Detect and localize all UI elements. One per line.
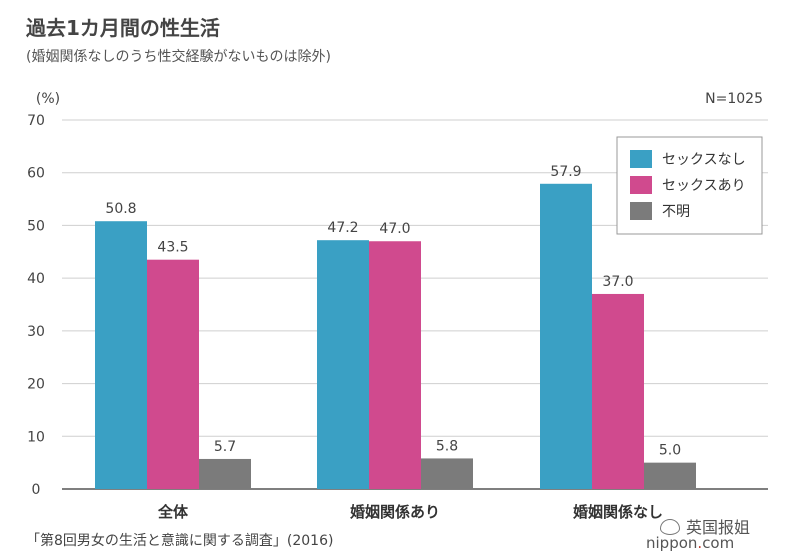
bar [644, 462, 696, 489]
brand-name: nippon [646, 534, 698, 552]
data-label: 43.5 [157, 240, 188, 256]
y-tick-label: 60 [27, 166, 45, 182]
bar [421, 458, 473, 489]
bar [369, 241, 421, 489]
data-label: 47.2 [327, 220, 358, 236]
legend-label: セックスなし [662, 152, 746, 168]
x-category-label: 全体 [157, 503, 189, 521]
bar [95, 221, 147, 489]
data-label: 57.9 [550, 164, 581, 180]
data-label: 5.7 [214, 439, 236, 455]
brand-logo: nippon.com [646, 534, 734, 552]
brand-suffix: com [702, 534, 735, 552]
wechat-icon [660, 519, 680, 535]
y-tick-label: 40 [27, 271, 45, 287]
sample-size-label: N=1025 [705, 91, 763, 107]
data-label: 5.8 [436, 438, 458, 454]
data-label: 5.0 [659, 443, 681, 459]
watermark: 英国报姐 [660, 514, 750, 538]
data-label: 50.8 [105, 201, 136, 217]
legend-swatch [630, 176, 652, 194]
chart-subtitle: (婚姻関係なしのうち性交経験がないものは除外) [26, 49, 331, 65]
source-note: 「第8回男女の生活と意識に関する調査」(2016) [26, 533, 334, 549]
bar [540, 183, 592, 489]
bar [317, 240, 369, 489]
x-category-label: 婚姻関係なし [573, 503, 663, 521]
x-category-label: 婚姻関係あり [350, 503, 440, 521]
data-label: 47.0 [379, 221, 410, 237]
legend-swatch [630, 202, 652, 220]
y-tick-label: 50 [27, 218, 45, 234]
brand-dot: . [697, 534, 703, 552]
legend-label: セックスあり [662, 178, 746, 194]
data-label: 37.0 [602, 274, 633, 290]
y-tick-label: 70 [27, 113, 45, 129]
y-tick-label: 10 [27, 429, 45, 445]
y-tick-label: 0 [32, 482, 41, 498]
watermark-text: 英国报姐 [686, 518, 751, 537]
legend-swatch [630, 150, 652, 168]
y-tick-label: 20 [27, 377, 45, 393]
bar [592, 293, 644, 489]
y-axis-label: (%) [36, 91, 60, 107]
bar [147, 259, 199, 489]
y-tick-label: 30 [27, 324, 45, 340]
bar [199, 458, 251, 489]
chart-title: 過去1カ月間の性生活 [26, 16, 220, 40]
legend-label: 不明 [662, 204, 690, 220]
